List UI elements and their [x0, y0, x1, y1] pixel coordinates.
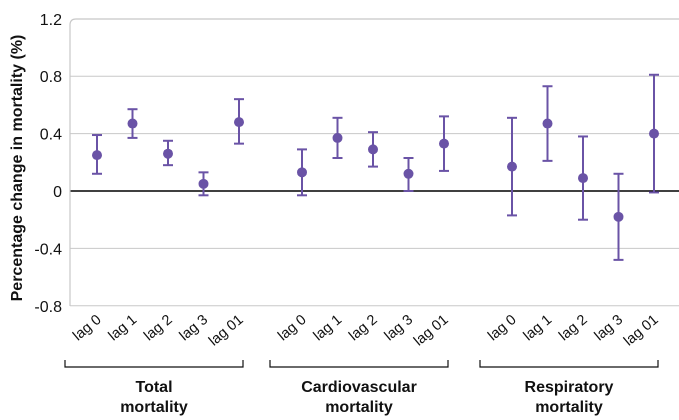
y-tick-label: 0.4 — [40, 127, 62, 144]
data-point — [92, 150, 102, 161]
x-tick-label: lag 01 — [411, 312, 452, 350]
x-tick-label: lag 3 — [592, 312, 626, 344]
group-label: Total — [135, 379, 172, 396]
x-tick-label: lag 2 — [141, 312, 175, 344]
data-point — [297, 167, 307, 178]
x-tick-label: lag 3 — [177, 312, 211, 344]
data-point — [439, 138, 449, 149]
data-points — [92, 73, 659, 261]
data-point — [403, 168, 414, 179]
x-tick-label: lag 1 — [311, 312, 345, 344]
group-brackets: Total mortality Cardiovascular mortality Res… — [64, 360, 659, 416]
group-bracket — [64, 360, 244, 368]
x-tick-label: lag 2 — [556, 312, 590, 344]
y-tick-label: -0.4 — [34, 241, 62, 258]
x-tick-label: lag 0 — [485, 312, 519, 344]
data-point — [578, 173, 588, 184]
x-tick-label: lag 01 — [206, 312, 247, 350]
data-point — [198, 178, 209, 189]
x-tick-label: lag 2 — [346, 312, 380, 344]
y-tick-label: 1.2 — [40, 12, 62, 29]
y-axis: 1.2 0.8 0.4 0 -0.4 -0.8 — [34, 12, 679, 316]
plot-frame — [69, 18, 679, 306]
group-bracket — [269, 360, 449, 368]
x-tick-label: lag 3 — [382, 312, 416, 344]
group-label: Cardiovascular — [301, 379, 417, 396]
group-label: Respiratory — [525, 379, 614, 396]
y-tick-label: -0.8 — [34, 299, 62, 316]
data-point — [507, 161, 517, 172]
x-tick-label: lag 0 — [275, 312, 309, 344]
x-tick-label: lag 01 — [621, 312, 662, 350]
data-point — [542, 118, 553, 129]
x-tick-label: lag 0 — [70, 312, 104, 344]
data-point — [368, 144, 378, 155]
group-label: mortality — [120, 399, 188, 416]
y-axis-title: Percentage change in mortality (%) — [9, 35, 26, 302]
data-point — [332, 132, 343, 143]
data-point — [649, 128, 659, 139]
data-point — [234, 117, 244, 128]
x-tick-label: lag 1 — [521, 312, 555, 344]
grid-lines — [70, 75, 679, 307]
group-label: mortality — [535, 399, 603, 416]
y-tick-label: 0.8 — [40, 69, 62, 86]
x-tick-label: lag 1 — [106, 312, 140, 344]
group-bracket — [479, 360, 659, 368]
data-point — [163, 148, 173, 159]
y-tick-label: 0 — [53, 184, 62, 201]
data-point — [613, 211, 624, 222]
data-point — [127, 118, 138, 129]
group-label: mortality — [325, 399, 393, 416]
